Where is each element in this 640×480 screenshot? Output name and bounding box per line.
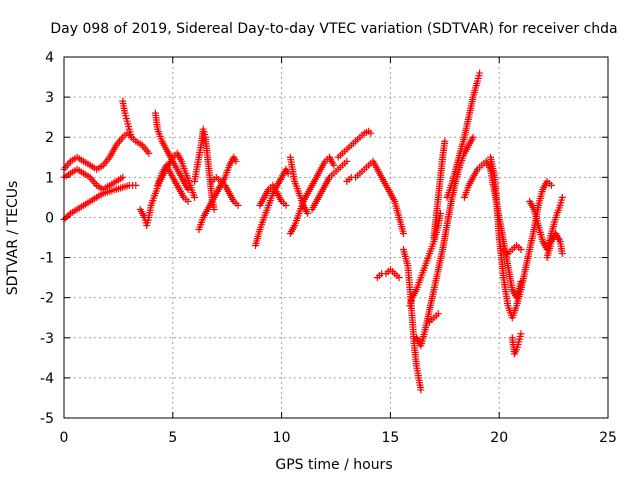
data-point-marker	[367, 129, 375, 137]
y-tick-label: -3	[40, 331, 54, 347]
data-point-marker	[132, 181, 140, 189]
data-point-marker	[62, 214, 70, 222]
x-tick-label: 20	[490, 430, 508, 446]
data-point-marker	[476, 69, 484, 77]
data-point-marker	[395, 274, 403, 282]
data-point-marker	[284, 169, 292, 177]
data-point-marker	[330, 161, 338, 169]
data-point-marker	[558, 250, 566, 258]
y-tick-label: 4	[45, 50, 54, 66]
data-point-marker	[234, 201, 242, 209]
y-tick-label: -4	[40, 371, 54, 387]
chart-title: Day 098 of 2019, Sidereal Day-to-day VTE…	[50, 21, 617, 37]
data-point-marker	[127, 133, 135, 141]
data-point-marker	[232, 157, 240, 165]
axis-ticks: 0 5 10 15 20 25 -5 -4 -3 -2 -1 0 1 2 3 4	[40, 50, 617, 446]
data-point-marker	[191, 193, 199, 201]
y-tick-label: -2	[40, 291, 54, 307]
data-point-marker	[63, 212, 71, 220]
data-point-marker	[417, 386, 425, 394]
x-tick-label: 15	[381, 430, 399, 446]
grid-lines	[64, 57, 608, 418]
x-tick-label: 5	[168, 430, 177, 446]
plot-frame	[63, 56, 609, 419]
data-point-marker	[119, 173, 127, 181]
data-point-marker	[558, 193, 566, 201]
data-points	[60, 69, 566, 394]
y-axis-label: SDTVAR / TECUs	[5, 181, 21, 296]
data-point-marker	[343, 157, 351, 165]
y-tick-label: 0	[45, 210, 54, 226]
y-tick-label: 1	[45, 170, 54, 186]
data-point-marker	[434, 310, 442, 318]
y-tick-label: -5	[40, 411, 54, 427]
data-point-marker	[547, 181, 555, 189]
x-axis-label: GPS time / hours	[275, 457, 392, 473]
x-tick-label: 10	[273, 430, 291, 446]
data-point-marker	[282, 201, 290, 209]
data-point-marker	[469, 133, 477, 141]
data-point-marker	[517, 246, 525, 254]
x-tick-label: 25	[599, 430, 617, 446]
data-point-marker	[210, 205, 218, 213]
y-tick-label: -1	[40, 251, 54, 267]
data-point-marker	[517, 330, 525, 338]
y-tick-label: 3	[45, 90, 54, 106]
data-point-marker	[145, 149, 153, 157]
data-point-marker	[304, 209, 312, 217]
data-point-marker	[184, 197, 192, 205]
data-point-marker	[65, 211, 73, 219]
y-tick-label: 2	[45, 130, 54, 146]
data-point-marker	[441, 137, 449, 145]
data-point-marker	[399, 229, 407, 237]
data-point-marker	[184, 185, 192, 193]
x-tick-label: 0	[60, 430, 69, 446]
